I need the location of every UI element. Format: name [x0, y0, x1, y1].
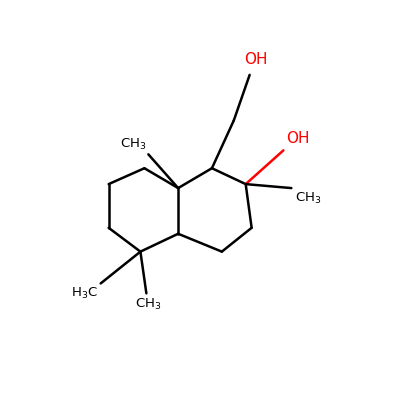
Text: OH: OH: [286, 131, 310, 146]
Text: CH$_3$: CH$_3$: [294, 191, 321, 206]
Text: CH$_3$: CH$_3$: [135, 297, 162, 312]
Text: OH: OH: [244, 52, 267, 67]
Text: CH$_3$: CH$_3$: [120, 137, 146, 152]
Text: H$_3$C: H$_3$C: [71, 286, 98, 300]
